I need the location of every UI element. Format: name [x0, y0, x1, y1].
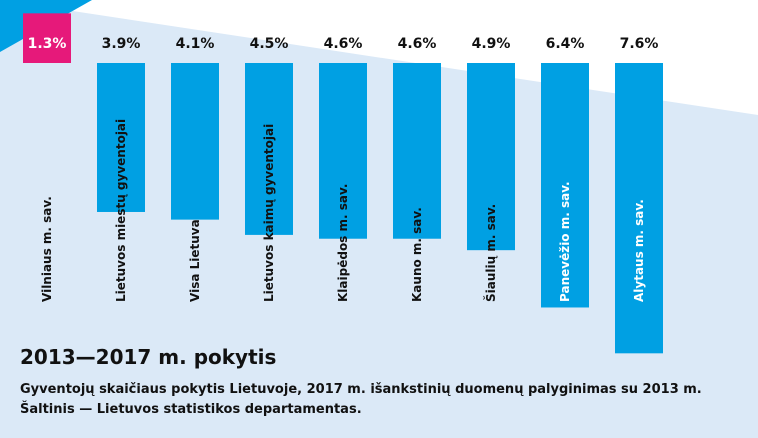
bar-3 [171, 63, 219, 220]
chart-title: 2013—2017 m. pokytis [20, 345, 277, 369]
category-label-4: Lietuvos kaimų gyventojai [262, 124, 276, 302]
category-label-3: Visa Lietuva [188, 219, 202, 302]
bar-6 [393, 63, 441, 239]
bar-8 [541, 63, 589, 308]
value-label-3: 4.1% [176, 36, 215, 52]
value-label-5: 4.6% [324, 36, 363, 52]
value-label-7: 4.9% [472, 36, 511, 52]
caption-line-source: Šaltinis — Lietuvos statistikos departam… [20, 402, 362, 417]
category-label-9: Alytaus m. sav. [632, 199, 646, 302]
bar-2 [97, 63, 145, 212]
bar-7 [467, 63, 515, 251]
bar-5 [319, 63, 367, 239]
value-label-8: 6.4% [546, 36, 585, 52]
category-label-1: Vilniaus m. sav. [40, 196, 54, 302]
chart-caption: Gyventojų skaičiaus pokytis Lietuvoje, 2… [20, 380, 702, 420]
value-label-9: 7.6% [620, 36, 659, 52]
category-label-8: Panevėžio m. sav. [558, 181, 572, 302]
bar-1 [23, 13, 71, 63]
value-label-2: 3.9% [102, 36, 141, 52]
category-label-7: Šiaulių m. sav. [483, 204, 498, 302]
value-label-6: 4.6% [398, 36, 437, 52]
value-label-1: 1.3% [28, 36, 67, 52]
category-label-6: Kauno m. sav. [410, 207, 424, 302]
category-label-2: Lietuvos miestų gyventojai [114, 119, 128, 302]
value-label-4: 4.5% [250, 36, 289, 52]
bar-9 [615, 63, 663, 354]
category-label-5: Klaipėdos m. sav. [336, 184, 350, 302]
bar-4 [245, 63, 293, 235]
caption-line-description: Gyventojų skaičiaus pokytis Lietuvoje, 2… [20, 382, 702, 397]
